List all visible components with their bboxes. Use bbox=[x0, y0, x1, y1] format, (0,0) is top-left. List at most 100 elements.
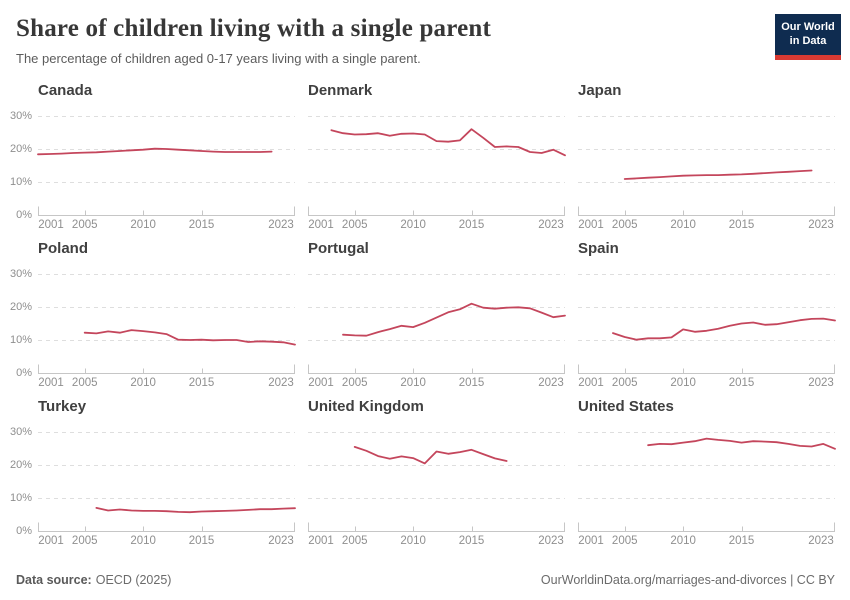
logo-line2: in Data bbox=[789, 35, 827, 48]
logo-red-stripe bbox=[775, 54, 841, 60]
y-tick-label: 30% bbox=[9, 268, 32, 280]
chart-title: United Kingdom bbox=[308, 398, 424, 415]
chart-title: Japan bbox=[578, 82, 622, 99]
chart-panel-portugal: Portugal 2001 2005 2010 2015 2023 bbox=[308, 239, 566, 393]
page-title: Share of children living with a single p… bbox=[16, 15, 492, 42]
x-tick-label: 2015 bbox=[729, 377, 755, 389]
chart-title: Canada bbox=[38, 82, 93, 99]
chart-panel-turkey: Turkey 30% 20% 10% 0% 2001 2005 2010 2015 2023 bbox=[10, 397, 296, 551]
x-tick-label: 2015 bbox=[459, 219, 485, 231]
x-tick-label: 2015 bbox=[189, 219, 215, 231]
x-tick-label: 2023 bbox=[268, 377, 294, 389]
x-tick-label: 2001 bbox=[38, 219, 64, 231]
chart-panel-united-states: United States 2001 2005 2010 2015 2023 bbox=[578, 397, 836, 551]
series-line bbox=[353, 445, 508, 465]
x-tick-label: 2005 bbox=[72, 219, 98, 231]
series-line bbox=[623, 169, 813, 180]
x-tick-label: 2010 bbox=[400, 219, 426, 231]
x-tick-label: 2005 bbox=[612, 377, 638, 389]
x-tick-label: 2001 bbox=[308, 535, 334, 547]
line-chart: 2001 2005 2010 2015 2023 bbox=[38, 432, 296, 547]
line-chart: 2001 2005 2010 2015 2023 bbox=[37, 116, 295, 231]
line-chart: 2001 2005 2010 2015 2023 bbox=[308, 116, 566, 231]
x-tick-label: 2015 bbox=[189, 535, 215, 547]
x-tick-label: 2005 bbox=[612, 535, 638, 547]
chart-panel-united-kingdom: United Kingdom 2001 2005 2010 2015 2023 bbox=[308, 397, 565, 551]
x-tick-label: 2010 bbox=[670, 219, 696, 231]
chart-title: United States bbox=[578, 398, 674, 415]
chart-panel-spain: Spain 2001 2005 2010 2015 2023 bbox=[578, 239, 836, 393]
owid-logo[interactable]: Our World in Data bbox=[775, 14, 841, 60]
chart-panel-denmark: Denmark 2001 2005 2010 2015 2023 bbox=[308, 81, 566, 235]
header: Share of children living with a single p… bbox=[0, 0, 850, 67]
x-tick-label: 2015 bbox=[459, 535, 485, 547]
chart-panel-japan: Japan 2001 2005 2010 2015 2023 bbox=[578, 81, 835, 235]
x-tick-label: 2001 bbox=[578, 377, 604, 389]
x-tick-label: 2010 bbox=[130, 219, 156, 231]
x-tick-label: 2010 bbox=[670, 377, 696, 389]
logo-line1: Our World bbox=[781, 21, 835, 33]
x-tick-label: 2023 bbox=[808, 219, 834, 231]
x-tick-label: 2001 bbox=[308, 219, 334, 231]
x-tick-label: 2023 bbox=[808, 377, 834, 389]
series-line bbox=[37, 147, 273, 156]
y-tick-label: 20% bbox=[9, 459, 32, 471]
footer-link[interactable]: OurWorldinData.org/marriages-and-divorce… bbox=[540, 573, 835, 587]
line-chart: 2001 2005 2010 2015 2023 bbox=[578, 274, 836, 389]
line-chart: 2001 2005 2010 2015 2023 bbox=[38, 274, 296, 389]
chart-title: Spain bbox=[578, 240, 619, 257]
x-tick-label: 2005 bbox=[342, 535, 368, 547]
y-tick-label: 10% bbox=[9, 176, 32, 188]
x-tick-label: 2023 bbox=[808, 535, 834, 547]
series-line bbox=[342, 302, 566, 337]
y-tick-label: 30% bbox=[9, 110, 32, 122]
x-tick-label: 2010 bbox=[400, 535, 426, 547]
x-tick-label: 2010 bbox=[130, 377, 156, 389]
chart-title: Portugal bbox=[308, 240, 369, 257]
series-line bbox=[330, 128, 566, 157]
x-tick-label: 2015 bbox=[189, 377, 215, 389]
footer: Data source: OECD (2025) OurWorldinData.o… bbox=[16, 573, 835, 587]
x-tick-label: 2015 bbox=[459, 377, 485, 389]
y-tick-label: 0% bbox=[16, 209, 32, 221]
x-tick-label: 2023 bbox=[538, 535, 564, 547]
chart-panel-canada: Canada 30% 20% 10% 0% 2001 2005 2010 2015 2023 bbox=[10, 81, 295, 235]
y-tick-label: 10% bbox=[9, 334, 32, 346]
source-value: OECD (2025) bbox=[95, 573, 172, 587]
line-chart: 2001 2005 2010 2015 2023 bbox=[578, 116, 835, 231]
line-chart: 2001 2005 2010 2015 2023 bbox=[308, 274, 566, 389]
x-tick-label: 2005 bbox=[72, 377, 98, 389]
x-tick-label: 2001 bbox=[38, 535, 64, 547]
series-line bbox=[95, 507, 296, 514]
x-tick-label: 2005 bbox=[612, 219, 638, 231]
x-tick-label: 2023 bbox=[268, 535, 294, 547]
y-tick-label: 20% bbox=[9, 143, 32, 155]
series-line bbox=[83, 329, 296, 346]
x-tick-label: 2005 bbox=[342, 377, 368, 389]
chart-title: Poland bbox=[38, 240, 89, 257]
x-tick-label: 2001 bbox=[578, 219, 604, 231]
x-tick-label: 2001 bbox=[38, 377, 64, 389]
series-line bbox=[647, 437, 836, 450]
owid-logo-text: Our World in Data bbox=[775, 14, 841, 55]
x-tick-label: 2023 bbox=[538, 219, 564, 231]
line-chart: 2001 2005 2010 2015 2023 bbox=[308, 432, 565, 547]
x-tick-label: 2005 bbox=[72, 535, 98, 547]
y-tick-label: 0% bbox=[16, 367, 32, 379]
charts-grid: Canada 30% 20% 10% 0% 2001 2005 2010 2015 2023 Den… bbox=[0, 81, 850, 551]
chart-title: Turkey bbox=[38, 398, 87, 415]
series-line bbox=[612, 317, 836, 341]
x-tick-label: 2023 bbox=[268, 219, 294, 231]
x-tick-label: 2010 bbox=[400, 377, 426, 389]
x-tick-label: 2023 bbox=[538, 377, 564, 389]
x-tick-label: 2015 bbox=[729, 219, 755, 231]
x-tick-label: 2010 bbox=[130, 535, 156, 547]
x-tick-label: 2001 bbox=[578, 535, 604, 547]
chart-title: Denmark bbox=[308, 82, 373, 99]
chart-panel-poland: Poland 30% 20% 10% 0% 2001 2005 2010 2015 2023 bbox=[10, 239, 296, 393]
y-tick-label: 30% bbox=[9, 426, 32, 438]
y-tick-label: 0% bbox=[16, 525, 32, 537]
line-chart: 2001 2005 2010 2015 2023 bbox=[578, 432, 836, 547]
source-label: Data source: bbox=[16, 573, 92, 587]
x-tick-label: 2015 bbox=[729, 535, 755, 547]
